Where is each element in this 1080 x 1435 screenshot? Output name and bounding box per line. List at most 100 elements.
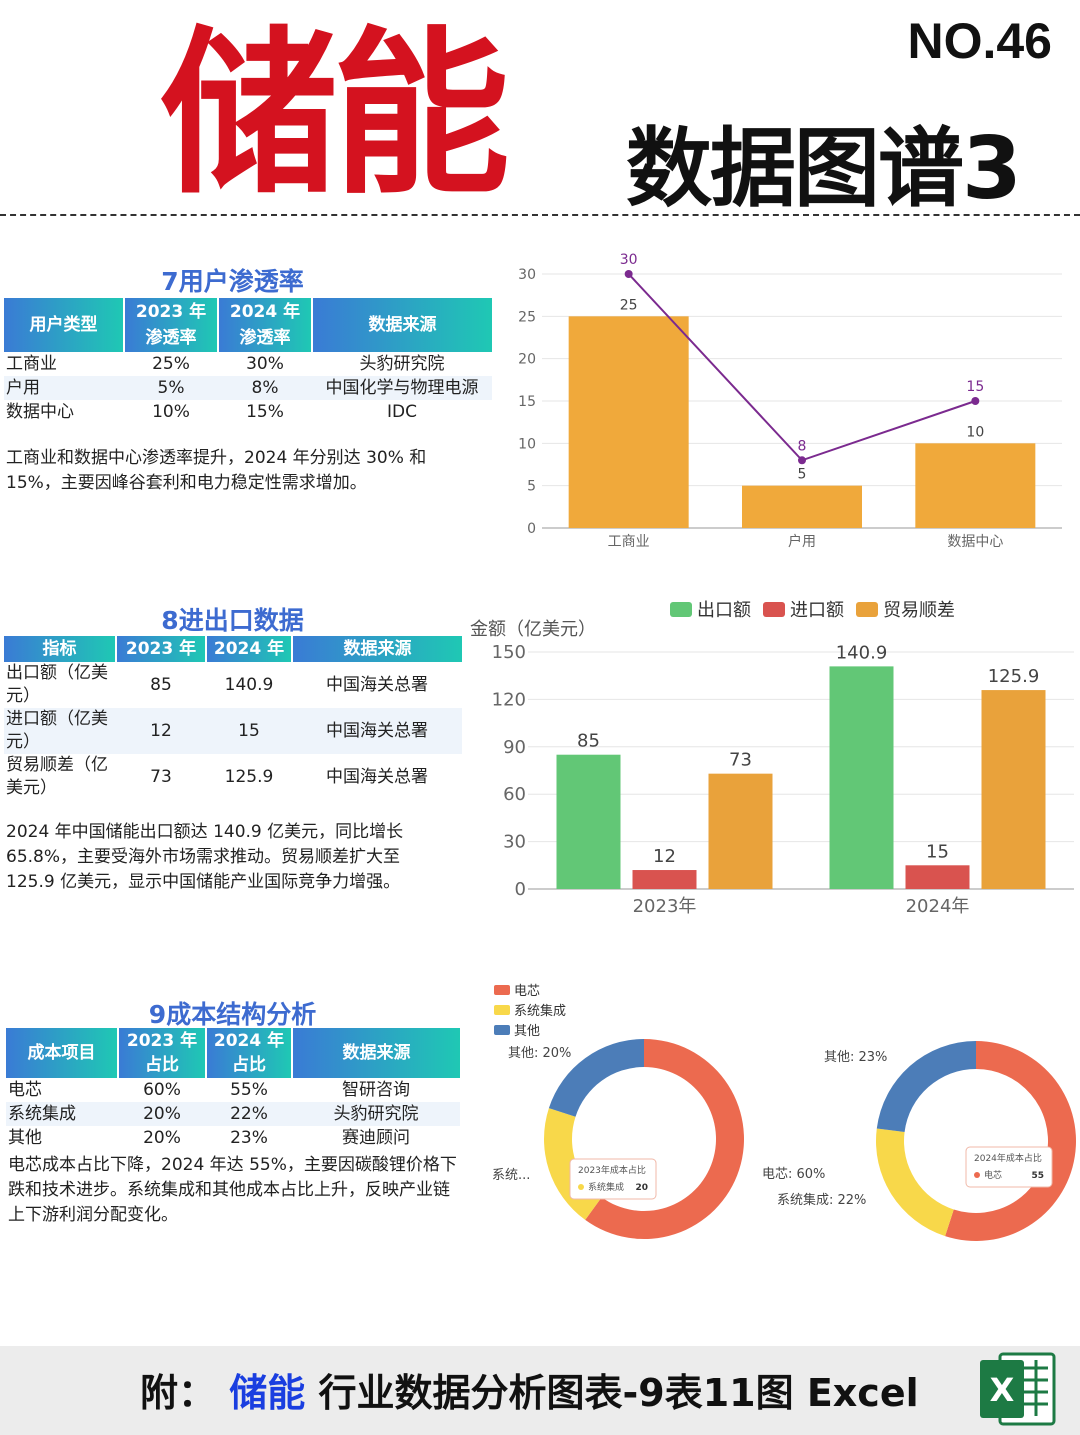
table-cell: 电芯 [8, 1080, 42, 1100]
table-cell: 中国海关总署 [292, 708, 462, 754]
table-row: 电芯 60% 55% 智研咨询 [6, 1078, 460, 1102]
bar [981, 690, 1046, 889]
sec9-title: 9成本结构分析 [148, 1000, 317, 1029]
bar [632, 870, 697, 889]
table-cell: 140.9 [206, 662, 292, 708]
header-divider [0, 214, 1080, 216]
pie-slice [876, 1041, 976, 1132]
y-tick-label: 30 [518, 267, 536, 283]
table-row: 进口额（亿美元） 12 15 中国海关总署 [4, 708, 462, 754]
y-tick-label: 0 [515, 879, 526, 900]
table-cell: 10% [152, 402, 190, 422]
tooltip-dot [578, 1184, 584, 1190]
table-cell: 中国海关总署 [292, 662, 462, 708]
header-line: 2024 年 [229, 302, 301, 322]
table-row: 其他 20% 23% 赛迪顾问 [6, 1126, 460, 1150]
y-tick-label: 20 [518, 352, 536, 368]
table-cell: 20% [118, 1102, 206, 1126]
table-header: 2024 年 [206, 636, 293, 662]
slice-label: 系统... [492, 1168, 530, 1183]
sec8-note: 2024 年中国储能出口额达 140.9 亿美元，同比增长 65.8%，主要受海… [6, 822, 404, 892]
y-tick-label: 150 [492, 642, 526, 663]
bar-value-label: 85 [577, 731, 600, 752]
table-header: 2023 年占比 [118, 1028, 207, 1078]
table-header: 用户类型 [4, 298, 125, 352]
legend-label: 出口额 [697, 600, 751, 621]
sec7-table: 用户类型 2023 年渗透率 2024 年渗透率 数据来源 工商业 25% 30% 头… [4, 298, 492, 424]
table-cell: 头豹研究院 [292, 1102, 460, 1126]
table-row: 工商业 25% 30% 头豹研究院 [4, 352, 492, 376]
y-tick-label: 30 [503, 832, 526, 853]
legend-label: 进口额 [790, 600, 844, 621]
table-cell: 中国化学与物理电源 [312, 376, 492, 400]
penetration-chart: 0 5 10 15 20 25 30 25 工商业 5 户用 10 数据中心 30 8 15 [518, 252, 1062, 550]
bar-value-label: 12 [653, 846, 676, 867]
legend-swatch [494, 985, 510, 995]
table-cell: 中国海关总署 [292, 754, 462, 800]
tooltip-title: 2023年成本占比 [578, 1164, 646, 1176]
tooltip-item: 电芯 [984, 1169, 1002, 1181]
legend-swatch [856, 602, 878, 617]
table-header: 2024 年渗透率 [218, 298, 313, 352]
table-cell: 系统集成 [6, 1102, 118, 1126]
y-tick-label: 5 [527, 479, 536, 495]
tooltip-item: 系统集成 [588, 1181, 624, 1193]
table-cell: 进口额（亿美元） [4, 708, 116, 754]
table-cell: 贸易顺差（亿美元） [4, 754, 116, 800]
footer-prefix: 附： [140, 1371, 217, 1415]
bar-value-label: 125.9 [988, 666, 1040, 687]
table-header: 数据来源 [312, 298, 492, 352]
sec9-table: 成本项目 2023 年占比 2024 年占比 数据来源 电芯 60% 55% 智研咨询… [6, 1028, 460, 1150]
table-cell: 15 [206, 708, 292, 754]
y-tick-label: 15 [518, 394, 536, 410]
table-cell: 73 [116, 754, 206, 800]
sec9-note: 电芯成本占比下降，2024 年达 55%，主要因碳酸锂价格下跌和技术进步。系统集… [8, 1155, 457, 1225]
table-cell: 23% [230, 1128, 268, 1148]
footer-text: 附： 储能 行业数据分析图表-9表11图 Excel [140, 1362, 919, 1417]
tooltip-box [965, 1146, 1053, 1188]
sec7-title: 7用户渗透率 [161, 267, 304, 296]
table-row: 出口额（亿美元） 85 140.9 中国海关总署 [4, 662, 462, 708]
table-cell: 125.9 [206, 754, 292, 800]
line-value-label: 30 [620, 252, 638, 268]
issue-number: NO.46 [907, 13, 1052, 69]
line-value-label: 15 [966, 379, 984, 395]
tooltip-title: 2024年成本占比 [974, 1152, 1042, 1164]
slice-label: 系统集成: 22% [777, 1192, 866, 1208]
bar-value-label: 10 [966, 424, 984, 440]
header-line: 渗透率 [145, 328, 197, 348]
bar [829, 666, 894, 889]
table-cell: 20% [143, 1128, 181, 1148]
main-title: 储能 [160, 11, 510, 218]
legend-label: 其他 [514, 1024, 540, 1039]
table-cell: 8% [218, 376, 312, 400]
table-cell: 25% [152, 354, 190, 374]
table-header: 指标 [4, 636, 117, 662]
bar-value-label: 73 [729, 750, 752, 771]
legend-swatch [494, 1005, 510, 1015]
bar-value-label: 140.9 [836, 642, 888, 663]
x-tick-label: 数据中心 [947, 534, 1003, 550]
table-header: 成本项目 [6, 1028, 119, 1078]
table-cell: IDC [387, 402, 417, 422]
pie-slice [945, 1041, 1076, 1241]
table-row: 系统集成 20% 22% 头豹研究院 [6, 1102, 460, 1126]
legend-label: 电芯 [514, 984, 540, 999]
excel-icon: X [980, 1352, 1056, 1426]
table-cell: 数据中心 [6, 402, 74, 422]
table-cell: 60% [143, 1080, 181, 1100]
legend-swatch [763, 602, 785, 617]
table-header: 2023 年渗透率 [124, 298, 219, 352]
bar-value-label: 5 [798, 467, 807, 483]
table-row: 数据中心 10% 15% IDC [4, 400, 492, 424]
tooltip-box [569, 1158, 657, 1200]
table-row: 贸易顺差（亿美元） 73 125.9 中国海关总署 [4, 754, 462, 800]
table-cell: 智研咨询 [342, 1080, 410, 1100]
footer-highlight: 储能 [229, 1371, 306, 1415]
pie-slice [876, 1128, 954, 1237]
sec7-note: 工商业和数据中心渗透率提升，2024 年分别达 30% 和 15%，主要因峰谷套… [6, 448, 427, 493]
y-tick-label: 60 [503, 784, 526, 805]
table-cell: 头豹研究院 [359, 354, 445, 374]
bar [708, 773, 773, 889]
